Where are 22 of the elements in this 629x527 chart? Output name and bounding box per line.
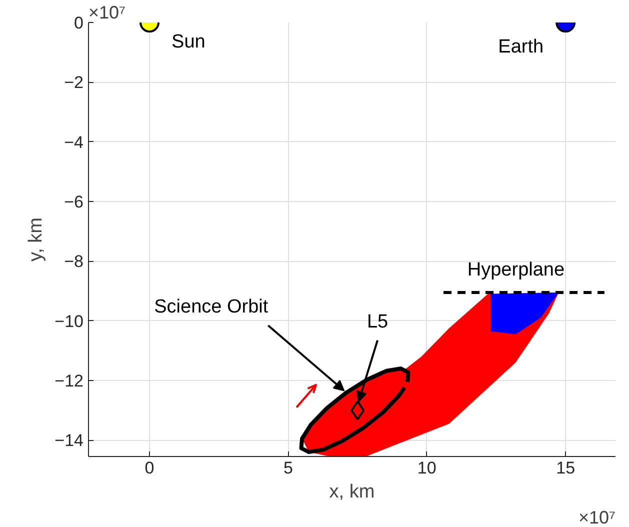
y-tick-label: −4 <box>64 132 84 152</box>
y-tick-label: −6 <box>64 192 84 212</box>
x-tick-label: 0 <box>144 458 154 478</box>
y-tick-label: −12 <box>54 371 84 390</box>
x-tick-label: 5 <box>283 458 293 478</box>
series-label: Earth <box>498 36 544 58</box>
annotation: Hyperplane <box>467 259 565 280</box>
annotation: ×10⁷ <box>88 2 126 22</box>
y-tick-label: 0 <box>74 14 84 32</box>
annotation: L5 <box>366 311 388 332</box>
y-tick-label: −8 <box>64 252 84 272</box>
x-axis-title: x, km <box>329 482 375 502</box>
y-tick-label: −14 <box>54 431 84 450</box>
annotation: Science Orbit <box>154 296 269 318</box>
y-tick-label: −2 <box>64 73 84 92</box>
x-tick-label: 10 <box>417 458 436 478</box>
y-tick-label: −10 <box>54 312 84 331</box>
series-label: Sun <box>172 32 206 52</box>
text: ×10⁷ <box>578 508 616 527</box>
x-tick-label: 15 <box>556 458 576 478</box>
line-series <box>296 384 317 408</box>
y-axis-title: y, km <box>26 218 47 262</box>
